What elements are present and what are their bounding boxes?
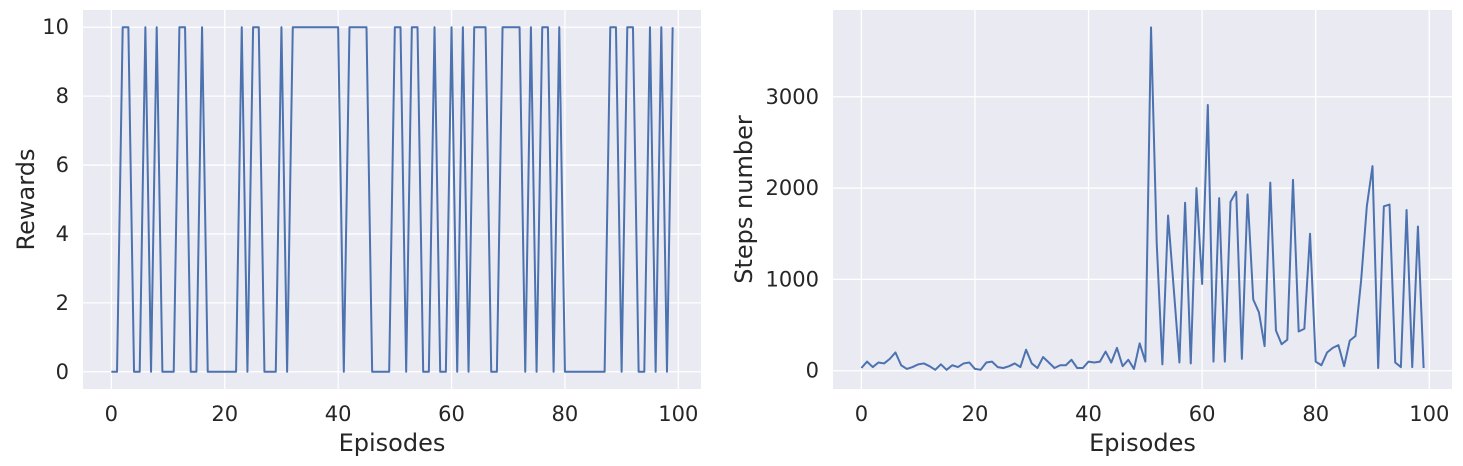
x-tick-label: 100 <box>1409 402 1449 426</box>
y-tick-label: 4 <box>56 222 69 246</box>
y-axis-label: Steps number <box>730 115 758 284</box>
x-tick-label: 80 <box>552 402 579 426</box>
y-tick-label: 8 <box>56 84 69 108</box>
x-tick-label: 60 <box>1189 402 1216 426</box>
x-axis-label: Episodes <box>1089 429 1196 457</box>
x-axis-label: Episodes <box>339 429 446 457</box>
x-tick-label: 40 <box>325 402 352 426</box>
y-tick-label: 2000 <box>766 176 819 200</box>
rewards-chart: 0 20 40 60 80 100 0 2 4 6 8 10 Episodes Rewards <box>12 10 701 457</box>
plot-area <box>833 10 1452 389</box>
y-tick-label: 6 <box>56 153 69 177</box>
y-tick-label: 1000 <box>766 267 819 291</box>
x-tick-label: 40 <box>1075 402 1102 426</box>
x-tick-label: 20 <box>962 402 989 426</box>
x-tick-label: 0 <box>105 402 118 426</box>
x-tick-label: 0 <box>855 402 868 426</box>
x-tick-label: 100 <box>658 402 698 426</box>
y-tick-label: 10 <box>42 15 69 39</box>
y-tick-label: 0 <box>806 359 819 383</box>
series-line <box>111 26 674 373</box>
y-tick-label: 3000 <box>766 85 819 109</box>
series-line <box>860 26 1425 371</box>
y-tick-label: 0 <box>56 360 69 384</box>
x-tick-label: 60 <box>438 402 465 426</box>
x-tick-label: 80 <box>1302 402 1329 426</box>
x-tick-label: 20 <box>211 402 238 426</box>
y-axis-label: Rewards <box>12 149 40 251</box>
y-tick-label: 2 <box>56 291 69 315</box>
